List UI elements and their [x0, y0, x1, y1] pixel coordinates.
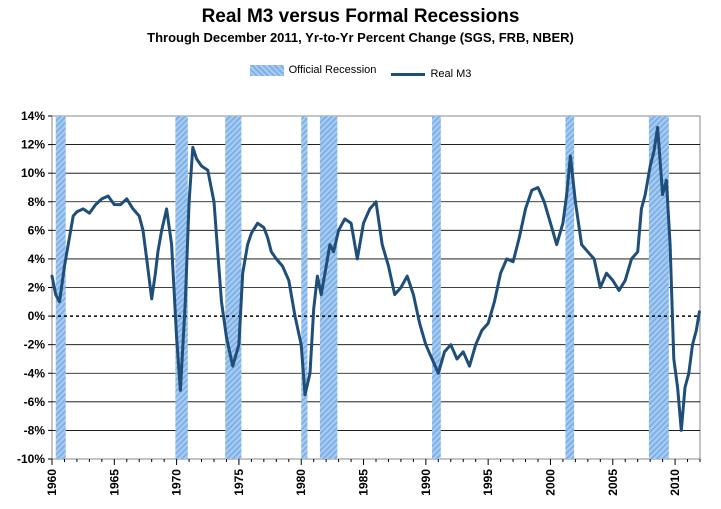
chart-title: Real M3 versus Formal Recessions	[201, 6, 520, 27]
chart-subtitle: Through December 2011, Yr-to-Yr Percent …	[147, 30, 574, 45]
line-swatch	[391, 72, 426, 76]
y-tick-label: 4%	[28, 252, 46, 266]
axis-layer	[48, 115, 701, 465]
x-tick-label: 1970	[170, 469, 184, 496]
line-layer	[50, 125, 701, 432]
x-tick-label: 1995	[481, 469, 495, 496]
label-layer: 14% 12% 10% 8% 6% 4% 2% 0% -2% -4% -6% -8% -10%1960 1…	[17, 109, 682, 496]
x-tick-label: 1980	[294, 469, 308, 496]
legend-label-real-m3: Real M3	[430, 68, 472, 80]
y-tick-label: 14%	[21, 109, 45, 123]
x-tick-label: 1985	[357, 469, 371, 496]
recession-band	[648, 116, 669, 459]
y-tick-label: -8%	[24, 423, 46, 437]
recession-swatch	[249, 64, 284, 76]
y-tick-label: 6%	[28, 223, 46, 237]
y-tick-label: 12%	[21, 138, 45, 152]
y-tick-label: 8%	[28, 195, 46, 209]
legend-item-recession: Official Recession	[249, 64, 377, 76]
x-tick-label: 2005	[606, 469, 620, 496]
y-tick-label: -6%	[24, 395, 46, 409]
x-tick-label: 1990	[419, 469, 433, 496]
x-tick-label: 1960	[45, 469, 59, 496]
recession-band	[432, 116, 441, 459]
y-tick-label: -4%	[24, 366, 46, 380]
recession-band	[301, 116, 308, 459]
legend-item-real-m3: Real M3	[391, 68, 471, 80]
legend-label-recession: Official Recession	[288, 64, 377, 76]
recession-band	[319, 116, 338, 459]
y-tick-label: 2%	[28, 281, 46, 295]
x-tick-label: 2000	[543, 469, 557, 496]
recession-band	[225, 116, 242, 459]
x-tick-label: 1965	[107, 469, 121, 496]
y-tick-label: 10%	[21, 166, 45, 180]
y-tick-label: 0%	[28, 309, 46, 323]
x-tick-label: 2010	[668, 469, 682, 496]
series-line-real-m3	[50, 125, 701, 432]
legend: Official Recession Real M3	[0, 64, 721, 80]
y-tick-label: -2%	[24, 338, 46, 352]
x-tick-label: 1975	[232, 469, 246, 496]
y-tick-label: -10%	[17, 452, 45, 466]
recession-band	[565, 116, 575, 459]
